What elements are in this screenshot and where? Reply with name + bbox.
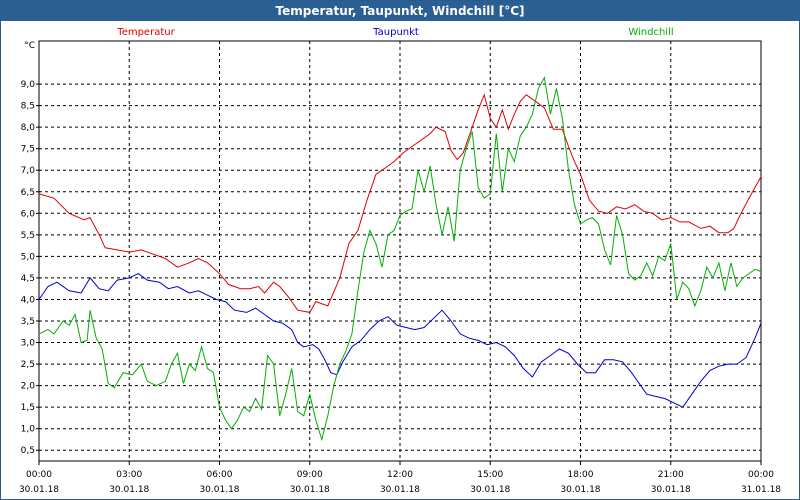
legend-windchill: Windchill [628, 27, 673, 38]
x-tick-time: 15:00 [477, 470, 503, 480]
y-tick-label: 5,0 [21, 252, 36, 262]
x-tick-date: 31.01.18 [741, 485, 781, 495]
x-tick-date: 30.01.18 [651, 485, 691, 495]
y-tick-label: 0,5 [21, 446, 35, 456]
y-tick-label: 1,0 [21, 425, 36, 435]
y-tick-label: 7,5 [21, 145, 35, 155]
y-tick-label: 4,5 [21, 274, 35, 284]
x-tick-date: 30.01.18 [470, 485, 510, 495]
x-tick-time: 12:00 [387, 470, 413, 480]
y-tick-label: 8,0 [21, 123, 36, 133]
y-tick-label: 1,5 [21, 403, 35, 413]
y-tick-label: 7,0 [21, 166, 36, 176]
x-tick-time: 00:00 [748, 470, 774, 480]
x-tick-date: 30.01.18 [290, 485, 330, 495]
x-tick-time: 03:00 [116, 470, 142, 480]
y-tick-label: 5,5 [21, 231, 35, 241]
y-tick-label: 3,0 [21, 339, 36, 349]
x-tick-date: 30.01.18 [199, 485, 239, 495]
series-line-temperatur [38, 93, 762, 313]
x-tick-date: 30.01.18 [560, 485, 600, 495]
x-tick-time: 21:00 [658, 470, 684, 480]
series-line-taupunkt [38, 273, 762, 408]
x-tick-time: 18:00 [568, 470, 594, 480]
y-axis-unit: °C [24, 41, 35, 51]
y-tick-label: 2,0 [21, 382, 36, 392]
x-tick-time: 06:00 [207, 470, 233, 480]
y-tick-label: 9,0 [21, 80, 36, 90]
y-tick-label: 8,5 [21, 102, 35, 112]
x-tick-date: 30.01.18 [380, 485, 420, 495]
series-line-windchill [38, 76, 762, 442]
x-tick-date: 30.01.18 [19, 485, 59, 495]
y-tick-label: 6,5 [21, 188, 35, 198]
legend-temperatur: Temperatur [116, 27, 175, 38]
y-tick-label: 4,0 [21, 295, 36, 305]
x-tick-time: 00:00 [26, 470, 52, 480]
x-tick-time: 09:00 [297, 470, 323, 480]
y-tick-label: 2,5 [21, 360, 35, 370]
legend-taupunkt: Taupunkt [372, 27, 419, 38]
chart-title: Temperatur, Taupunkt, Windchill [°C] [1, 1, 799, 21]
y-tick-label: 6,0 [21, 209, 36, 219]
x-tick-date: 30.01.18 [109, 485, 149, 495]
y-tick-label: 3,5 [21, 317, 35, 327]
